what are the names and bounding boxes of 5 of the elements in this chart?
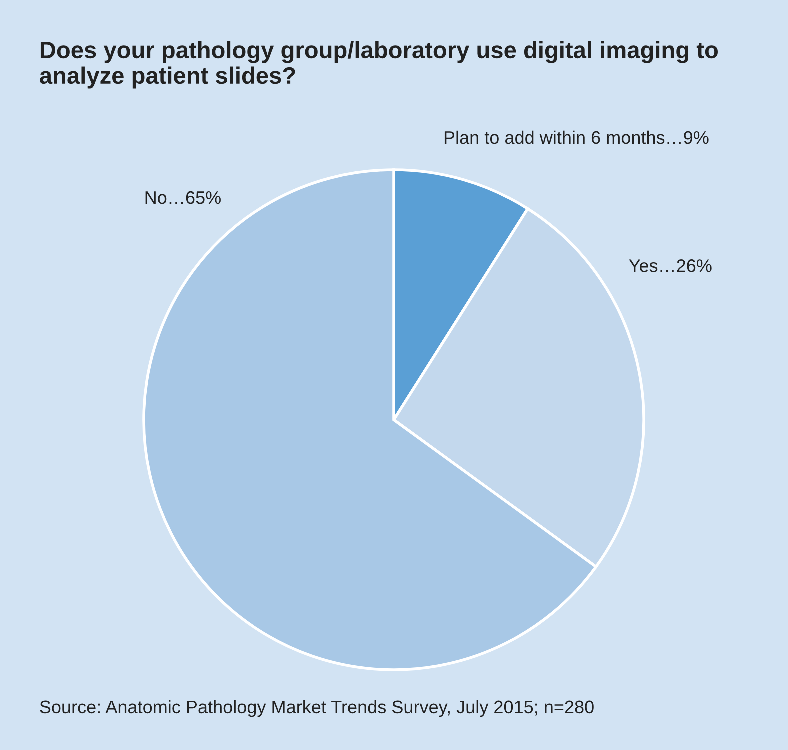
slice-label: No…65%	[146, 191, 221, 204]
source-note: Source: Anatomic Pathology Market Trends Survey, July 2015; n=280	[40, 700, 594, 718]
slice-label: Yes…26%	[629, 260, 712, 272]
chart-title: Does your pathology group/laboratory use digital imaging to analyze patient slides?	[40, 41, 718, 89]
slice-label: Plan to add within 6 months…9%	[444, 130, 709, 144]
